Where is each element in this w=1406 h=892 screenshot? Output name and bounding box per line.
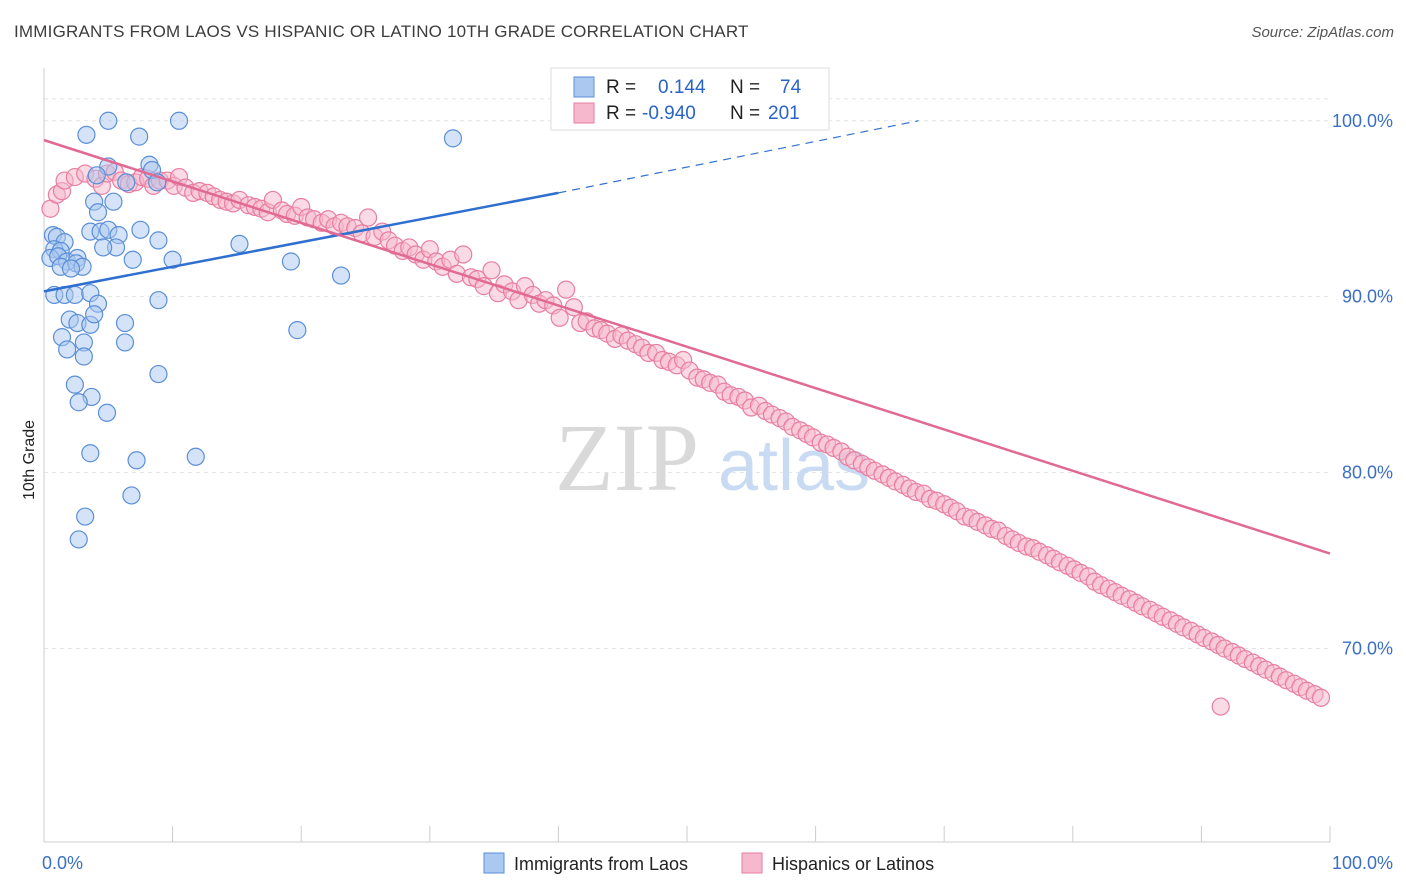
- bottom-swatch-hispanics: [741, 852, 763, 874]
- laos-point-0: [99, 111, 118, 130]
- laos-point-19: [131, 220, 150, 239]
- laos-point-13: [88, 203, 108, 222]
- watermark: ZIP atlas: [555, 404, 870, 511]
- hispanics-point-47: [358, 208, 378, 227]
- legend-n-label-laos: N =: [730, 77, 760, 98]
- hispanics-trend-line: [43, 138, 1331, 555]
- bottom-legend-hispanics: Hispanics or Latinos: [772, 854, 934, 874]
- laos-point-1: [169, 111, 189, 130]
- legend-box: [550, 67, 830, 131]
- laos-point-12: [104, 192, 123, 211]
- bottom-swatch-laos: [483, 852, 505, 874]
- y-axis-label: 10th Grade: [21, 420, 38, 500]
- y-tick-label-1: 90.0%: [1342, 287, 1393, 307]
- laos-point-2: [77, 125, 96, 144]
- y-tick-label-0: 100.0%: [1332, 111, 1393, 131]
- legend-swatch-hispanics: [573, 102, 595, 124]
- laos-point-62: [81, 444, 100, 463]
- laos-point-56: [74, 347, 93, 366]
- laos-point-22: [149, 231, 168, 250]
- legend-n-label-hispanics: N =: [730, 103, 760, 124]
- y-tick-label-3: 70.0%: [1342, 639, 1393, 659]
- hispanics-point-65: [482, 261, 501, 280]
- hispanics-point-61: [454, 245, 473, 264]
- laos-point-42: [65, 285, 84, 305]
- hispanics-point-186: [1311, 688, 1331, 707]
- axes: [43, 68, 1331, 843]
- laos-point-9: [117, 173, 136, 192]
- laos-point-33: [163, 250, 182, 269]
- legend: R = 0.144 N = 74 R = -0.940 N = 201: [550, 67, 830, 131]
- legend-n-value-hispanics: 201: [768, 103, 800, 124]
- legend-n-value-laos: 74: [780, 77, 802, 98]
- laos-point-67: [69, 530, 88, 549]
- laos-point-37: [281, 252, 301, 271]
- legend-swatch-laos: [573, 76, 595, 98]
- legend-r-label-laos: R =: [606, 77, 636, 98]
- laos-point-55: [58, 340, 77, 359]
- laos-points: [41, 111, 463, 549]
- hispanics-point-75: [550, 308, 569, 327]
- laos-point-64: [186, 447, 205, 466]
- y-tick-labels: 100.0% 90.0% 80.0% 70.0%: [1332, 111, 1393, 659]
- hispanics-point-76: [557, 280, 576, 299]
- laos-point-65: [122, 486, 141, 505]
- bottom-legend: Immigrants from Laos Hispanics or Latino…: [483, 852, 934, 874]
- laos-point-49: [85, 305, 104, 324]
- laos-point-38: [61, 259, 81, 278]
- laos-point-3: [130, 127, 149, 146]
- laos-point-8: [87, 166, 106, 185]
- legend-r-value-hispanics: -0.940: [642, 103, 696, 124]
- laos-point-32: [123, 250, 142, 269]
- source-label: Source: ZipAtlas.com: [1251, 24, 1394, 41]
- laos-trend-extension: [558, 120, 919, 194]
- x-tick-label-0: 0.0%: [42, 853, 83, 873]
- laos-point-60: [69, 393, 88, 412]
- trend-lines: [43, 120, 1331, 555]
- laos-point-23: [230, 234, 249, 254]
- laos-point-4: [443, 129, 463, 148]
- laos-point-61: [97, 403, 117, 422]
- x-tick-labels: 0.0% 100.0%: [42, 853, 1393, 873]
- laos-point-57: [149, 364, 168, 384]
- watermark-zip: ZIP: [555, 404, 699, 511]
- legend-r-value-laos: 0.144: [658, 77, 706, 98]
- laos-point-50: [115, 313, 135, 333]
- laos-point-54: [115, 333, 135, 352]
- x-tick-label-1: 100.0%: [1332, 853, 1393, 873]
- y-tick-label-2: 80.0%: [1342, 463, 1393, 483]
- legend-r-label-hispanics: R =: [606, 103, 636, 124]
- laos-point-66: [76, 507, 95, 526]
- bottom-legend-laos: Immigrants from Laos: [514, 854, 688, 874]
- laos-point-45: [149, 291, 168, 310]
- hispanics-point-187: [1211, 697, 1230, 716]
- laos-point-51: [288, 321, 307, 340]
- laos-trend-line: [43, 191, 559, 293]
- laos-point-39: [331, 266, 351, 285]
- watermark-atlas: atlas: [718, 426, 870, 506]
- laos-point-63: [127, 451, 146, 470]
- laos-point-58: [65, 375, 84, 394]
- laos-point-27: [94, 238, 113, 257]
- chart-title: IMMIGRANTS FROM LAOS VS HISPANIC OR LATI…: [14, 22, 749, 41]
